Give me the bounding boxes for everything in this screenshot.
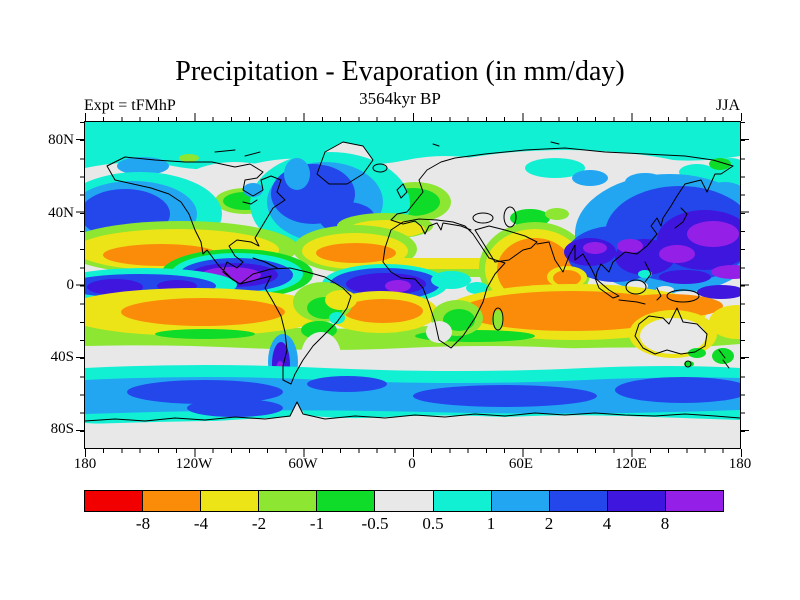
colorbar-segment-cyan [433,491,492,511]
colorbar-segment-indigo [607,491,666,511]
right-axis-minor-ticks [741,122,745,449]
lon-tick-label: 180 [73,456,97,472]
colorbar-label: -2 [251,514,267,533]
colorbar-label: -1 [309,514,325,533]
colorbar-segment-red [85,491,144,511]
lon-tick-label: 60E [508,456,534,472]
colorbar-segment-orange [143,491,202,511]
colorbar-label: 4 [602,514,612,533]
lat-tick-label: 80N [48,132,74,148]
lat-tick-label: 80S [50,421,74,437]
colorbar-segment-yellow [201,491,260,511]
colorbar-segment-gray [375,491,434,511]
pe-field [85,122,740,448]
colorbar-label: 1 [486,514,496,533]
colorbar-label: -8 [135,514,151,533]
lon-tick-label: 60W [288,456,318,472]
lat-tick-label: 40S [50,349,74,365]
map-plot [85,122,740,448]
colorbar-segment-yellow-green [259,491,318,511]
map-frame [84,121,741,449]
lon-tick-label: 180 [728,456,752,472]
lon-tick-label: 0 [408,456,416,472]
coastlines [85,141,740,422]
lat-tick-label: 40N [48,205,74,221]
figure-subtitle: 3564kyr BP [359,89,441,108]
colorbar-label: -4 [193,514,209,533]
colorbar-label: -0.5 [361,514,389,533]
colorbar-label: 2 [544,514,554,533]
colorbar [84,490,724,512]
colorbar-label: 0.5 [422,514,444,533]
lat-tick-label: 0 [66,277,75,293]
lon-tick-label: 120E [615,456,647,472]
right-axis-major-ticks [741,139,749,431]
experiment-label: Expt = tFMhP [84,97,176,114]
left-axis-major-ticks [76,139,84,431]
colorbar-segment-blue [549,491,608,511]
lon-tick-label: 120W [175,456,213,472]
season-label: JJA [715,97,740,114]
colorbar-segment-light-blue [491,491,550,511]
colorbar-segment-purple [665,491,724,511]
figure-title: Precipitation - Evaporation (in mm/day) [175,56,625,87]
colorbar-segment-green [317,491,376,511]
colorbar-label: 8 [660,514,670,533]
bottom-axis-minor-ticks [85,449,742,453]
